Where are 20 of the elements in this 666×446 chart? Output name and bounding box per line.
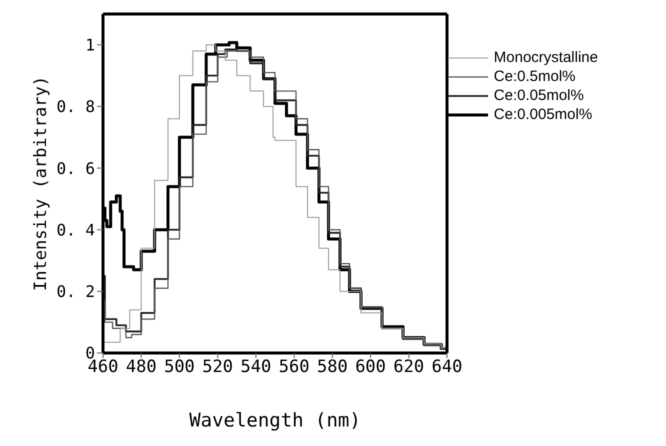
- x-tick-label: 640: [432, 357, 462, 378]
- x-tick-label: 500: [164, 357, 195, 378]
- legend-label: Monocrystalline: [494, 49, 598, 66]
- x-tick-label: 480: [126, 357, 157, 378]
- legend-label: Ce:0.05mol%: [494, 87, 584, 104]
- x-tick-label: 560: [278, 357, 310, 378]
- y-tick-label: 0. 6: [56, 158, 95, 178]
- x-axis-title: Wavelength (nm): [189, 409, 361, 432]
- y-tick-label: 0. 8: [56, 97, 95, 116]
- x-tick-label: 540: [240, 357, 272, 378]
- y-axis-title: Intensity (arbitrary): [31, 76, 52, 291]
- x-tick-label: 520: [202, 357, 234, 378]
- x-tick-label: 580: [316, 357, 348, 378]
- y-tick-label: 0. 2: [56, 282, 95, 302]
- legend-label: Ce:0.005mol%: [494, 106, 592, 123]
- x-tick-label: 600: [355, 357, 386, 378]
- legend-label: Ce:0.5mol%: [494, 68, 576, 85]
- y-tick-label: 1: [85, 36, 95, 54]
- x-tick-label: 620: [393, 357, 424, 378]
- y-tick-label: 0. 4: [56, 220, 95, 240]
